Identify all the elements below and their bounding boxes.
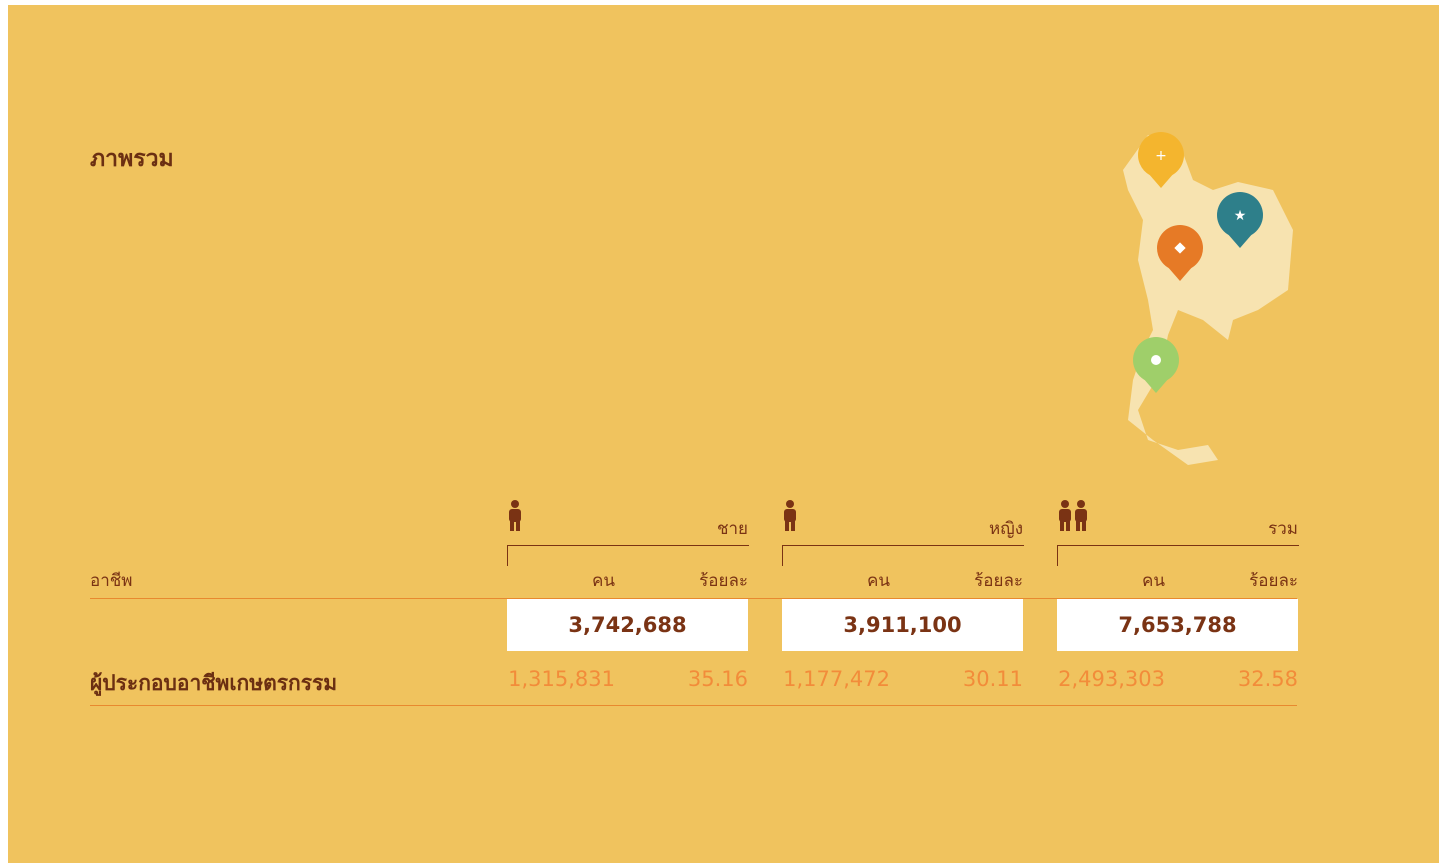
cell: 32.58 xyxy=(1237,667,1298,691)
bottom-rule xyxy=(90,705,1297,706)
cell: 30.11 xyxy=(962,667,1023,691)
group-label: รวม xyxy=(1268,519,1298,539)
group-bracket xyxy=(1057,545,1299,566)
group-label: ชาย xyxy=(716,519,748,539)
thailand-map: + ★ xyxy=(1123,132,1293,465)
panel: ภาพรวม + ★ อาชีพ ชายคน ร้อยละ 3,742,688 หญิ… xyxy=(8,5,1439,863)
row-header: อาชีพ xyxy=(90,571,133,591)
group-bracket xyxy=(782,545,1024,566)
svg-text:+: + xyxy=(1155,148,1167,164)
cell: 35.16 xyxy=(687,667,748,691)
svg-text:★: ★ xyxy=(1234,208,1247,224)
pin: + xyxy=(1138,132,1184,188)
column-header: ร้อยละ xyxy=(699,571,748,591)
cell: 2,493,303 xyxy=(1058,667,1165,691)
total-box: 7,653,788 xyxy=(1057,599,1298,651)
pin xyxy=(1157,225,1203,281)
column-header: ร้อยละ xyxy=(1249,571,1298,591)
column-header: คน xyxy=(592,571,615,591)
group-bracket xyxy=(507,545,749,566)
gender-icon xyxy=(507,500,523,536)
pin: ★ xyxy=(1217,192,1263,248)
title: ภาพรวม xyxy=(90,146,174,172)
group-label: หญิง xyxy=(989,519,1023,539)
row-label: ผู้ประกอบอาชีพเกษตรกรรม xyxy=(90,671,338,695)
column-header: ร้อยละ xyxy=(974,571,1023,591)
gender-icon xyxy=(782,500,798,536)
total-box: 3,911,100 xyxy=(782,599,1023,651)
column-header: คน xyxy=(1142,571,1165,591)
pin xyxy=(1133,337,1179,393)
total-box: 3,742,688 xyxy=(507,599,748,651)
map-shape xyxy=(1123,135,1293,465)
gender-icon xyxy=(1057,500,1089,536)
cell: 1,177,472 xyxy=(783,667,890,691)
column-header: คน xyxy=(867,571,890,591)
header-rule xyxy=(90,598,1297,599)
cell: 1,315,831 xyxy=(508,667,615,691)
